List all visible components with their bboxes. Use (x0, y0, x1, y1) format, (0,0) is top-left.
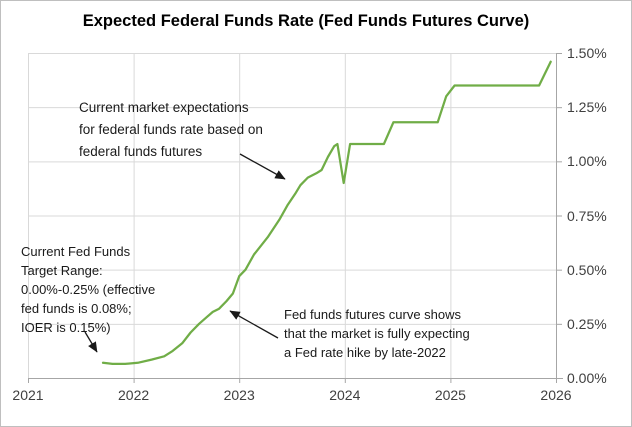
y-tick-label: 1.50% (567, 45, 607, 61)
annotation-market-expectations: Current market expectations for federal f… (79, 97, 263, 163)
x-tick-label: 2026 (540, 387, 572, 403)
y-tick-label: 0.00% (567, 370, 607, 386)
annotation-line: 0.00%-0.25% (effective (21, 282, 156, 297)
y-tick-label: 1.00% (567, 153, 607, 170)
chart-title: Expected Federal Funds Rate (Fed Funds F… (82, 12, 530, 30)
x-tick-label: 2025 (434, 387, 466, 403)
annotation-line: Current Fed Funds (21, 244, 131, 259)
annotation-line: federal funds futures (79, 144, 203, 159)
y-tick-label: 1.25% (567, 99, 607, 116)
x-tick-label: 2024 (329, 387, 361, 403)
annotation-line: fed funds is 0.08%; (21, 301, 132, 316)
annotation-arrow (229, 310, 279, 339)
annotation-line: Fed funds futures curve shows (284, 307, 462, 322)
annotation-arrow (239, 153, 286, 180)
y-tick-label: 0.25% (567, 315, 607, 332)
annotation-line: IOER is 0.15%) (21, 320, 111, 335)
annotation-line: that the market is fully expecting (284, 326, 470, 341)
annotation-rate-hike: Fed funds futures curve shows that the ma… (284, 305, 470, 362)
annotation-line: for federal funds rate based on (79, 122, 263, 137)
annotation-line: Current market expectations (79, 100, 249, 115)
annotation-arrow (84, 331, 98, 353)
series-line (101, 60, 552, 366)
annotation-target-range: Current Fed Funds Target Range: 0.00%-0.25… (21, 242, 155, 337)
x-tick-label: 2021 (12, 387, 44, 403)
y-tick-label: 0.75% (567, 207, 607, 224)
x-tick-label: 2022 (118, 387, 150, 403)
x-tick-label: 2023 (223, 387, 255, 403)
annotation-line: Target Range: (21, 263, 103, 278)
annotation-line: a Fed rate hike by late-2022 (284, 345, 446, 360)
y-tick-label: 0.50% (567, 261, 607, 278)
